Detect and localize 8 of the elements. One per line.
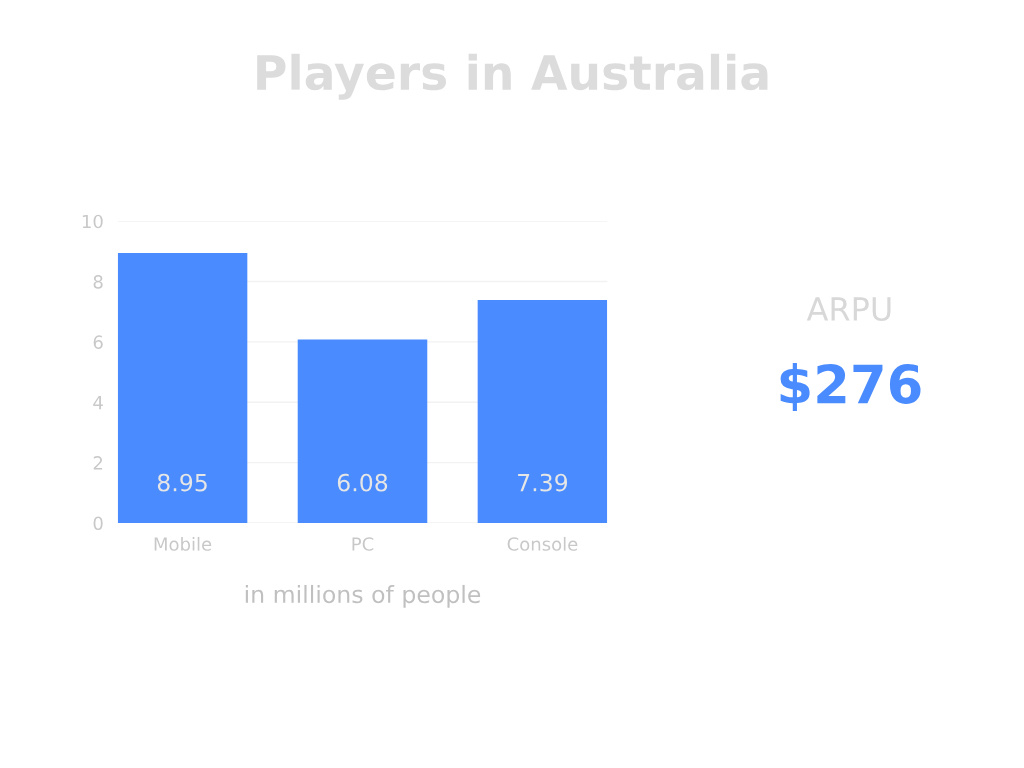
x-axis-title: in millions of people [245,584,481,608]
data-label: 6.08 [337,473,388,492]
bar [117,252,248,524]
data-label: 7.39 [518,473,568,492]
text: $276 [780,363,921,411]
bar [297,339,428,524]
data-label: 8.95 [157,473,207,492]
bar [477,299,608,524]
